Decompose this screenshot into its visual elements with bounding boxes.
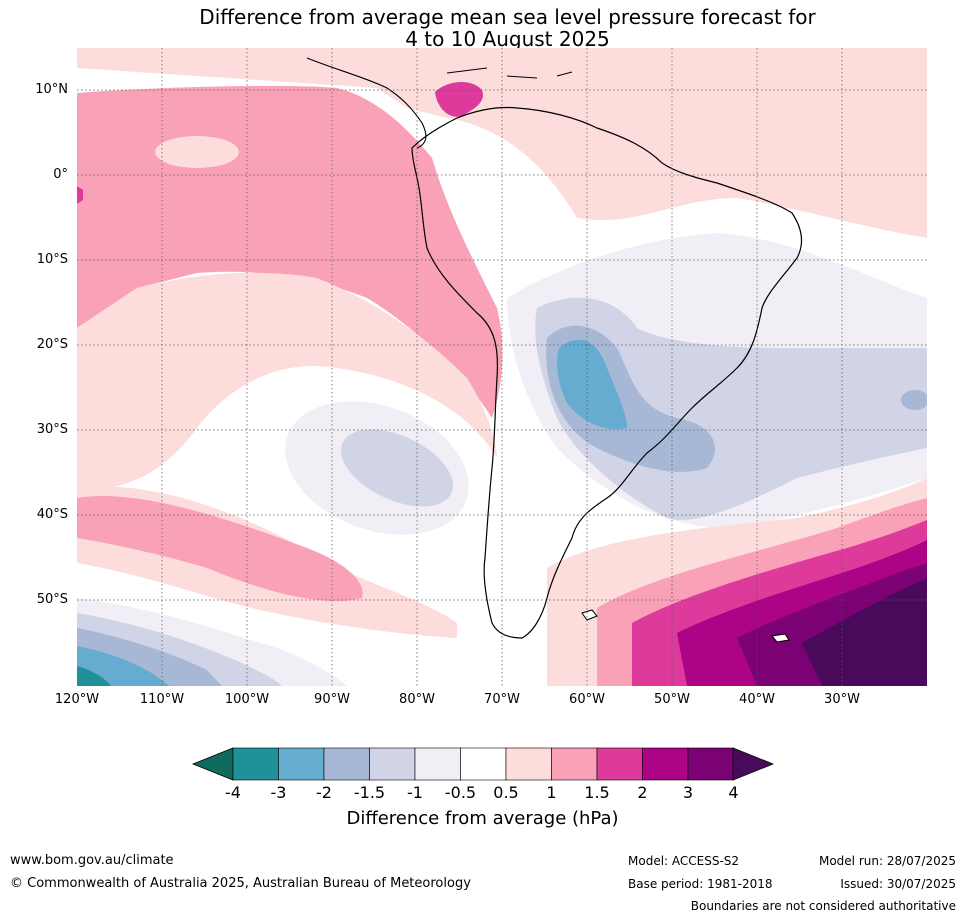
anomaly-region-atlantic-negative-deep — [901, 390, 927, 410]
colorbar-tick-label: 4 — [728, 783, 739, 802]
lon-label-120w: 120°W — [54, 692, 100, 707]
pressure-anomaly-map — [77, 48, 927, 686]
lon-label-30w: 30°W — [824, 692, 860, 707]
colorbar-cell-8 — [596, 747, 643, 781]
colorbar-cell-4 — [414, 747, 461, 781]
colorbar-cell-1 — [278, 747, 325, 781]
anomaly-region-pacific-negative-inner — [340, 429, 454, 507]
south-america-outline — [411, 106, 803, 639]
lon-label-90w: 90°W — [314, 692, 350, 707]
lon-label-60w: 60°W — [569, 692, 605, 707]
lon-label-50w: 50°W — [654, 692, 690, 707]
footer-issued: Issued: 30/07/2025 — [840, 877, 956, 891]
colorbar-tick-label: 0.5 — [493, 783, 519, 802]
map-title-line1: Difference from average mean sea level p… — [199, 5, 816, 29]
anomaly-region-north-light-pink — [77, 48, 927, 238]
lon-label-110w: 110°W — [139, 692, 185, 707]
anomaly-region-southeast-darkest — [802, 578, 927, 686]
lon-label-70w: 70°W — [484, 692, 520, 707]
footer-copyright: © Commonwealth of Australia 2025, Austra… — [10, 876, 471, 891]
lat-label-10n: 10°N — [35, 82, 68, 97]
colorbar-tick-label: 1 — [546, 783, 557, 802]
anomaly-region-southwest-pink — [77, 496, 363, 602]
anomaly-region-west-edge-pink — [77, 186, 83, 204]
lon-label-100w: 100°W — [224, 692, 270, 707]
colorbar-tick-label: -0.5 — [444, 783, 477, 802]
colorbar-tick-label: -1.5 — [353, 783, 386, 802]
colorbar-cell-5 — [460, 747, 507, 781]
colorbar-cell-6 — [505, 747, 552, 781]
lon-label-40w: 40°W — [739, 692, 775, 707]
lat-label-50s: 50°S — [36, 592, 68, 607]
anomaly-region-pacific-light-pink — [77, 272, 497, 493]
caribbean-islands — [446, 67, 573, 79]
footer-disclaimer: Boundaries are not considered authoritat… — [690, 899, 956, 913]
anomaly-region-pacific-white-patch — [155, 136, 239, 168]
colorbar-tick-label: 2 — [637, 783, 648, 802]
lat-label-10s: 10°S — [36, 252, 68, 267]
colorbar-cell-3 — [369, 747, 416, 781]
anomaly-region-southwest-negative-5 — [77, 666, 111, 686]
colorbar-tick-label: 1.5 — [584, 783, 610, 802]
colorbar-cells — [232, 747, 734, 781]
lat-label-0: 0° — [53, 167, 68, 182]
colorbar-tick-label: 3 — [682, 783, 694, 802]
anomaly-region-caribbean-magenta — [435, 81, 483, 117]
colorbar-cell-9 — [642, 747, 689, 781]
footer-model-run: Model run: 28/07/2025 — [818, 854, 956, 868]
colorbar-tick-label: -1 — [407, 783, 423, 802]
anomaly-region-continent-negative-deepest — [557, 339, 627, 430]
colorbar-title: Difference from average (hPa) — [346, 808, 619, 829]
footer-model: Model: ACCESS-S2 — [628, 854, 740, 868]
colorbar-tick-label: -4 — [225, 783, 241, 802]
footer-website[interactable]: www.bom.gov.au/climate — [10, 853, 174, 868]
anomaly-region-pacific-pink — [77, 85, 503, 419]
lon-label-80w: 80°W — [399, 692, 435, 707]
gridlines — [77, 48, 927, 686]
colorbar-cell-7 — [551, 747, 598, 781]
colorbar-cell-0 — [232, 747, 279, 781]
colorbar-over-arrow — [732, 747, 775, 781]
central-america-outline — [306, 57, 427, 149]
colorbar-cell-2 — [323, 747, 370, 781]
colorbar-under-arrow — [191, 747, 234, 781]
colorbar — [191, 747, 775, 781]
footer-base-period: Base period: 1981-2018 — [628, 877, 773, 891]
anomaly-region-southwest-negative-4 — [77, 646, 169, 686]
colorbar-tick-label: -2 — [316, 783, 332, 802]
lat-label-20s: 20°S — [36, 337, 68, 352]
map-title-line2: 4 to 10 August 2025 — [405, 27, 610, 51]
anomaly-region-continent-negative-mid — [535, 297, 927, 520]
lat-label-30s: 30°S — [36, 422, 68, 437]
south-georgia — [771, 633, 790, 643]
colorbar-cell-10 — [687, 747, 734, 781]
falkland-islands — [581, 609, 598, 621]
lat-label-40s: 40°S — [36, 507, 68, 522]
colorbar-tick-label: -3 — [270, 783, 287, 802]
